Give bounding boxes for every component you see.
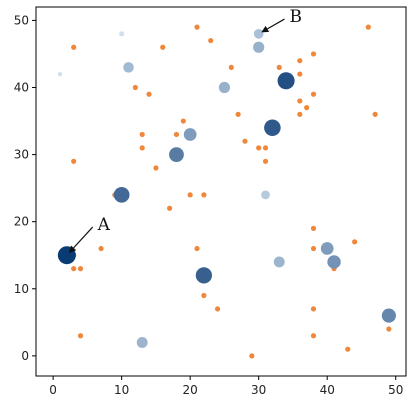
small-point — [132, 84, 138, 91]
x-tick-label: 40 — [320, 383, 335, 397]
small-point — [310, 225, 317, 231]
small-point — [167, 205, 173, 211]
highlighted-point — [119, 31, 125, 37]
small-point — [297, 71, 303, 77]
small-point — [71, 44, 77, 50]
small-point — [160, 44, 166, 50]
small-point — [310, 333, 317, 339]
y-tick-label: 40 — [14, 81, 29, 95]
small-point — [262, 158, 269, 164]
small-point — [153, 165, 159, 171]
small-point — [77, 333, 84, 339]
highlighted-point — [327, 255, 341, 269]
small-point — [194, 24, 200, 30]
small-point — [310, 306, 317, 312]
small-point — [71, 158, 77, 164]
highlighted-point — [113, 186, 130, 203]
small-point — [180, 118, 186, 124]
small-point — [242, 138, 248, 144]
small-point — [276, 64, 282, 70]
small-point — [98, 245, 104, 252]
annotation-arrow-line — [73, 226, 94, 249]
highlighted-point — [195, 267, 212, 284]
small-point — [310, 51, 317, 57]
small-point — [352, 239, 358, 245]
small-point — [77, 266, 84, 272]
small-point — [235, 111, 241, 117]
annotation-label: B — [290, 7, 303, 27]
small-point — [297, 98, 303, 104]
x-axis: 0 10 20 30 40 50 — [49, 376, 403, 397]
small-point — [297, 58, 303, 64]
annotation-arrowhead — [68, 245, 77, 254]
x-tick-label: 20 — [183, 383, 198, 397]
annotation-arrow-line — [267, 18, 285, 30]
y-tick-label: 20 — [14, 215, 29, 229]
small-point — [249, 353, 255, 359]
annotation-arrowhead — [261, 25, 270, 33]
highlighted-point — [218, 81, 231, 94]
highlighted-point — [123, 62, 134, 73]
small-point — [139, 145, 145, 151]
small-point — [194, 245, 200, 252]
small-point — [386, 326, 392, 332]
highlighted-point — [261, 190, 270, 200]
small-point — [173, 131, 180, 138]
x-tick-label: 50 — [388, 383, 403, 397]
highlighted-point — [183, 128, 197, 141]
small-point — [345, 346, 351, 352]
highlighted-point — [277, 72, 295, 90]
small-point — [256, 145, 262, 151]
y-tick-label: 50 — [14, 13, 29, 27]
y-tick-label: 0 — [21, 349, 29, 363]
highlighted-points-layer — [57, 28, 396, 348]
small-point — [187, 192, 193, 198]
small-point — [262, 145, 269, 151]
highlighted-point — [136, 336, 148, 348]
small-point — [208, 37, 214, 44]
highlighted-point — [169, 147, 184, 163]
small-point — [297, 111, 303, 117]
annotations-layer: AB — [68, 7, 303, 254]
highlighted-point — [381, 308, 396, 323]
plot-frame — [35, 6, 407, 377]
small-point — [310, 91, 317, 97]
small-point — [365, 24, 371, 30]
small-point — [71, 266, 77, 272]
y-axis: 0 10 20 30 40 50 — [14, 13, 36, 363]
y-tick-label: 30 — [14, 148, 29, 162]
small-point — [310, 245, 317, 252]
x-tick-label: 10 — [114, 383, 129, 397]
highlighted-point — [320, 242, 334, 255]
small-point — [139, 131, 145, 138]
highlighted-point — [57, 71, 63, 77]
highlighted-point — [273, 256, 285, 268]
small-point — [228, 64, 234, 70]
x-tick-label: 30 — [251, 383, 266, 397]
highlighted-point — [253, 41, 265, 53]
highlighted-point — [253, 28, 264, 39]
small-point — [304, 105, 310, 111]
small-point — [214, 306, 221, 312]
small-points-layer — [71, 24, 392, 359]
annotation-label: A — [97, 215, 111, 235]
x-tick-label: 0 — [49, 383, 57, 397]
small-point — [201, 292, 207, 299]
small-point — [201, 192, 207, 198]
small-point — [146, 91, 152, 97]
highlighted-point — [264, 119, 281, 137]
y-tick-label: 10 — [14, 282, 29, 296]
small-point — [372, 111, 378, 117]
